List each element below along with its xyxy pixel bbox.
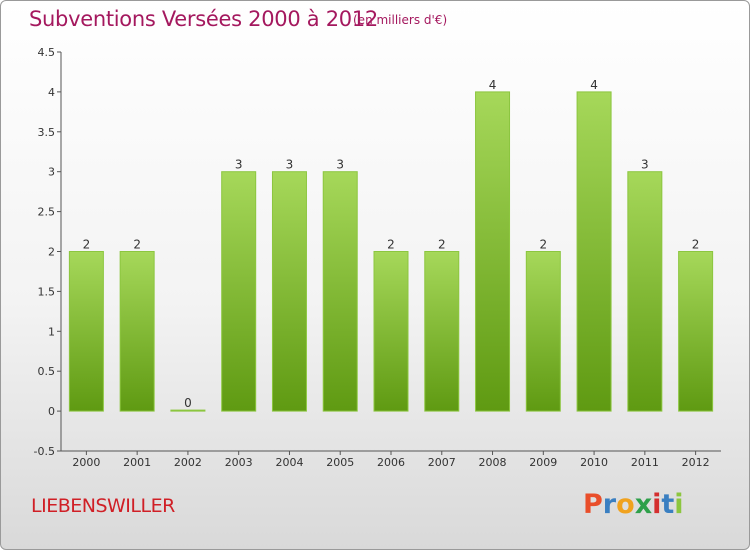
bar-value-label: 2 [539,238,547,252]
logo-letter: t [661,489,675,520]
y-tick-label: -0.5 [34,445,55,458]
logo-letter: i [674,489,684,520]
bar-value-label: 2 [133,238,141,252]
bar-value-label: 3 [235,158,243,172]
bar-value-label: 4 [590,78,598,92]
proxiti-logo: Proxiti [583,489,684,520]
bar [373,251,409,412]
x-tick-label: 2001 [123,456,151,469]
bar [119,251,155,412]
bar [170,409,206,412]
bar [221,171,257,412]
bar [678,251,714,412]
y-tick-label: 2 [48,246,55,259]
x-tick-label: 2004 [275,456,303,469]
x-tick-label: 2003 [225,456,253,469]
data-labels: 2 2 0 3 3 3 2 2 4 2 4 3 2 [83,78,700,410]
x-tick-label: 2007 [428,456,456,469]
bar-value-label: 0 [184,396,192,410]
x-tick-label: 2011 [631,456,659,469]
bar [576,91,612,412]
x-tick-label: 2006 [377,456,405,469]
bar [322,171,358,412]
bar-value-label: 2 [83,238,91,252]
logo-letter: i [652,489,662,520]
logo-letter: r [602,489,617,520]
x-tick-label: 2002 [174,456,202,469]
y-tick-label: 2.5 [38,206,56,219]
x-tick-label: 2005 [326,456,354,469]
bar-value-label: 3 [641,158,649,172]
axes: -0.5 0 0.5 1 1.5 2 2.5 3 3.5 4 4.5 2000 2001 2002 2003… [34,46,721,469]
y-tick-label: 1 [48,325,55,338]
bar-value-label: 2 [438,238,446,252]
bar [627,171,663,412]
y-tick-label: 1.5 [38,285,56,298]
y-tick-label: 3 [48,166,55,179]
bar [68,251,104,412]
bar-value-label: 3 [286,158,294,172]
x-tick-label: 2010 [580,456,608,469]
chart-title: Subventions Versées 2000 à 2012 [29,7,378,31]
logo-letter: x [634,489,653,520]
bar [271,171,307,412]
y-tick-label: 4.5 [38,46,56,59]
y-tick-label: 3.5 [38,126,56,139]
y-tick-label: 0 [48,405,55,418]
bar [424,251,460,412]
x-tick-label: 2008 [479,456,507,469]
bar [525,251,561,412]
y-tick-label: 4 [48,86,55,99]
bar-value-label: 3 [336,158,344,172]
y-tick-label: 0.5 [38,365,56,378]
unit-note: (en milliers d'€) [353,13,448,27]
bar-value-label: 2 [387,238,395,252]
x-tick-label: 2000 [72,456,100,469]
commune-name: LIEBENSWILLER [31,495,175,517]
logo-letter: o [616,489,635,520]
bar [475,91,511,412]
bars [68,91,714,412]
x-tick-label: 2009 [529,456,557,469]
x-tick-label: 2012 [682,456,710,469]
bar-value-label: 4 [489,78,497,92]
logo-letter: P [583,489,603,520]
bar-value-label: 2 [692,238,700,252]
